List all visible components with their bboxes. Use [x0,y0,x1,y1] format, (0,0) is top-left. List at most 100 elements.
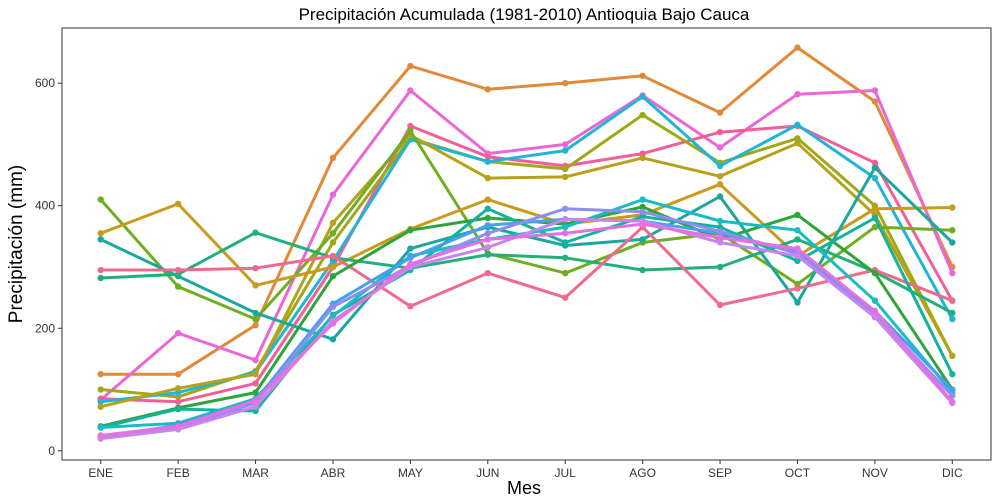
data-point [639,72,646,79]
data-point [252,309,259,317]
y-tick-label: 0 [48,444,55,458]
data-point [329,239,337,246]
data-point [174,423,182,430]
series-line [99,231,954,315]
y-tick-label: 600 [35,76,55,90]
series-line [99,46,954,376]
data-point [639,203,646,211]
data-point [407,302,414,310]
data-point [329,263,337,271]
data-point [252,380,259,387]
data-point [949,239,956,246]
data-point [407,254,414,261]
data-point [484,244,491,251]
data-point [484,205,491,212]
data-point [97,266,104,274]
y-axis-title: Precipitación (mm) [6,165,27,323]
series-11 [97,223,956,310]
x-tick-label: ABR [321,466,346,480]
data-point [407,87,414,94]
data-point [949,227,956,234]
data-point [716,239,724,246]
series-2 [97,87,956,404]
data-point [97,371,104,378]
data-point [329,191,337,198]
series-18 [97,220,956,439]
data-point [871,214,879,222]
y-tick-label: 400 [35,199,55,213]
data-point [716,263,724,271]
data-point [562,147,569,154]
data-point [716,173,724,180]
data-point [329,252,337,260]
x-tick-label: MAY [398,466,423,480]
data-point [639,220,646,228]
x-tick-label: ENE [88,466,113,480]
data-point [716,109,724,116]
data-point [484,174,491,182]
series-10 [97,229,956,317]
data-point [794,227,801,234]
data-point [329,230,337,237]
data-point [97,424,104,431]
data-point [716,217,724,225]
data-point [97,196,104,203]
series-8 [97,181,956,289]
data-point [174,329,182,337]
data-point [329,154,337,162]
data-point [484,222,491,229]
series-17 [97,215,956,442]
data-point [949,398,956,405]
data-point [407,260,414,268]
data-point [949,297,956,304]
data-point [562,269,569,277]
x-tick-label: NOV [862,466,888,480]
x-tick-label: DIC [942,466,963,480]
data-point [252,321,259,329]
data-point [871,307,879,315]
series-line [99,207,954,439]
data-point [794,135,801,142]
data-point [174,200,182,208]
data-point [562,254,569,261]
data-point [562,223,569,231]
data-point [97,432,104,439]
data-point [329,303,337,311]
data-point [871,98,879,105]
data-point [794,140,801,147]
data-point [174,385,182,392]
data-point [407,227,414,234]
data-point [484,196,491,203]
data-point [97,274,104,282]
data-point [484,158,491,165]
data-point [871,314,879,321]
series-line [99,182,954,287]
data-point [639,208,646,216]
data-point [639,266,646,274]
data-point [562,205,569,212]
data-point [794,211,801,219]
data-point [794,299,801,306]
data-point [639,111,646,119]
data-point [329,272,337,280]
data-point [949,392,956,399]
x-tick-label: AGO [629,466,656,480]
data-point [484,236,491,243]
x-tick-label: FEB [166,466,189,480]
data-point [407,245,414,252]
x-tick-label: OCT [785,466,811,480]
series-6 [97,132,956,410]
data-point [562,141,569,148]
data-point [871,223,879,231]
data-point [329,336,337,343]
data-point [407,122,414,130]
data-point [329,219,337,227]
data-point [871,174,879,182]
data-point [562,79,569,87]
data-point [484,251,491,258]
data-point [716,301,724,309]
data-point [97,403,104,410]
data-point [174,266,182,274]
data-point [794,252,801,260]
data-point [329,312,337,320]
